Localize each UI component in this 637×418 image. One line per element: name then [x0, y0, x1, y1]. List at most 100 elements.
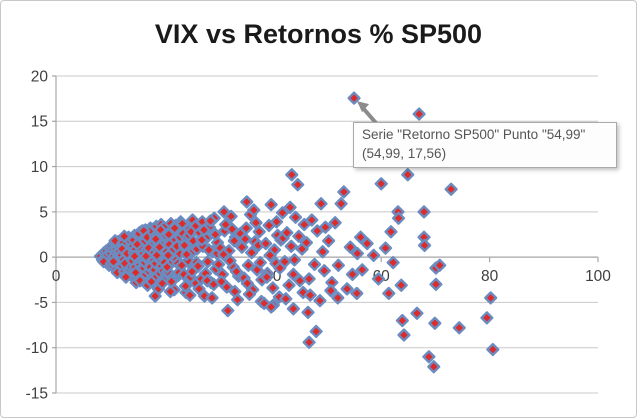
data-point[interactable] — [309, 324, 323, 339]
data-point[interactable] — [296, 285, 310, 300]
data-point[interactable] — [280, 226, 294, 240]
data-point[interactable] — [322, 234, 336, 248]
data-point[interactable] — [216, 247, 231, 262]
data-point[interactable] — [452, 321, 466, 335]
data-point[interactable] — [241, 258, 256, 272]
data-point[interactable] — [282, 278, 296, 292]
data-point[interactable] — [382, 286, 396, 300]
data-point[interactable] — [195, 233, 209, 247]
data-point[interactable] — [378, 241, 393, 255]
data-point[interactable] — [230, 293, 245, 307]
data-point[interactable] — [428, 316, 442, 330]
data-point[interactable] — [275, 206, 290, 220]
data-point[interactable] — [161, 248, 175, 262]
data-point[interactable] — [212, 257, 226, 271]
data-point[interactable] — [412, 107, 426, 121]
data-point[interactable] — [259, 236, 273, 251]
data-point[interactable] — [307, 257, 322, 271]
data-point[interactable] — [355, 263, 369, 277]
data-point[interactable] — [223, 254, 237, 268]
data-point[interactable] — [331, 258, 345, 272]
data-point[interactable] — [391, 211, 406, 225]
data-point[interactable] — [350, 286, 364, 300]
data-point[interactable] — [302, 335, 316, 349]
data-point[interactable] — [227, 234, 241, 248]
data-point[interactable] — [397, 328, 411, 342]
data-point[interactable] — [228, 284, 242, 299]
data-point[interactable] — [340, 282, 354, 296]
data-point[interactable] — [343, 240, 357, 254]
data-point[interactable] — [394, 278, 408, 292]
data-point[interactable] — [225, 222, 239, 236]
data-point[interactable] — [240, 195, 254, 209]
data-point[interactable] — [286, 302, 300, 316]
data-point[interactable] — [317, 264, 331, 278]
data-point[interactable] — [191, 259, 205, 273]
data-point[interactable] — [197, 223, 211, 237]
data-point[interactable] — [264, 300, 278, 314]
data-point[interactable] — [177, 238, 192, 252]
data-point[interactable] — [184, 225, 198, 239]
data-point[interactable] — [302, 272, 316, 286]
data-point[interactable] — [266, 281, 280, 295]
data-point[interactable] — [247, 203, 261, 217]
data-point[interactable] — [264, 198, 278, 212]
data-point[interactable] — [240, 276, 254, 291]
data-point[interactable] — [384, 225, 398, 239]
data-point[interactable] — [284, 239, 298, 253]
data-point[interactable] — [263, 248, 277, 262]
data-point[interactable] — [444, 182, 458, 196]
data-point[interactable] — [253, 255, 267, 270]
data-point[interactable] — [328, 216, 342, 230]
data-point[interactable] — [318, 220, 332, 234]
data-point[interactable] — [350, 246, 364, 261]
data-point[interactable] — [269, 215, 284, 229]
data-point[interactable] — [175, 217, 189, 231]
data-point-highlighted[interactable] — [347, 91, 361, 105]
data-point[interactable] — [386, 255, 400, 270]
data-point[interactable] — [324, 284, 338, 298]
data-point[interactable] — [160, 260, 174, 274]
data-point[interactable] — [203, 214, 218, 228]
data-point[interactable] — [214, 274, 228, 289]
data-point[interactable] — [292, 229, 306, 243]
data-point[interactable] — [433, 258, 447, 272]
data-point[interactable] — [345, 267, 360, 281]
data-point[interactable] — [374, 177, 388, 191]
data-point[interactable] — [249, 216, 263, 230]
data-point[interactable] — [417, 205, 431, 219]
data-point[interactable] — [242, 287, 257, 301]
data-point[interactable] — [245, 246, 259, 260]
data-point[interactable] — [288, 210, 303, 224]
data-point[interactable] — [331, 291, 345, 305]
data-point[interactable] — [117, 229, 131, 243]
data-point[interactable] — [486, 342, 500, 357]
data-point[interactable] — [148, 289, 162, 303]
data-point[interactable] — [484, 291, 498, 305]
data-point[interactable] — [334, 197, 348, 211]
data-point[interactable] — [217, 205, 231, 219]
data-point[interactable] — [410, 306, 424, 320]
data-point[interactable] — [183, 288, 197, 302]
data-point[interactable] — [197, 289, 212, 303]
data-point[interactable] — [401, 168, 415, 182]
data-point[interactable] — [286, 267, 300, 281]
data-point[interactable] — [129, 265, 143, 280]
data-point[interactable] — [238, 232, 252, 246]
data-point[interactable] — [371, 272, 386, 286]
data-point[interactable] — [291, 178, 305, 192]
data-point[interactable] — [360, 236, 374, 251]
data-point[interactable] — [303, 288, 317, 302]
data-point[interactable] — [427, 360, 441, 374]
data-point[interactable] — [287, 253, 302, 267]
data-point[interactable] — [395, 313, 409, 328]
data-point[interactable] — [260, 270, 274, 284]
data-point[interactable] — [283, 200, 297, 214]
data-point[interactable] — [285, 168, 299, 182]
data-point[interactable] — [150, 248, 164, 262]
data-point[interactable] — [299, 236, 314, 250]
data-point[interactable] — [480, 311, 494, 325]
data-point[interactable] — [301, 305, 315, 319]
data-point[interactable] — [337, 185, 351, 199]
data-point[interactable] — [192, 282, 206, 296]
